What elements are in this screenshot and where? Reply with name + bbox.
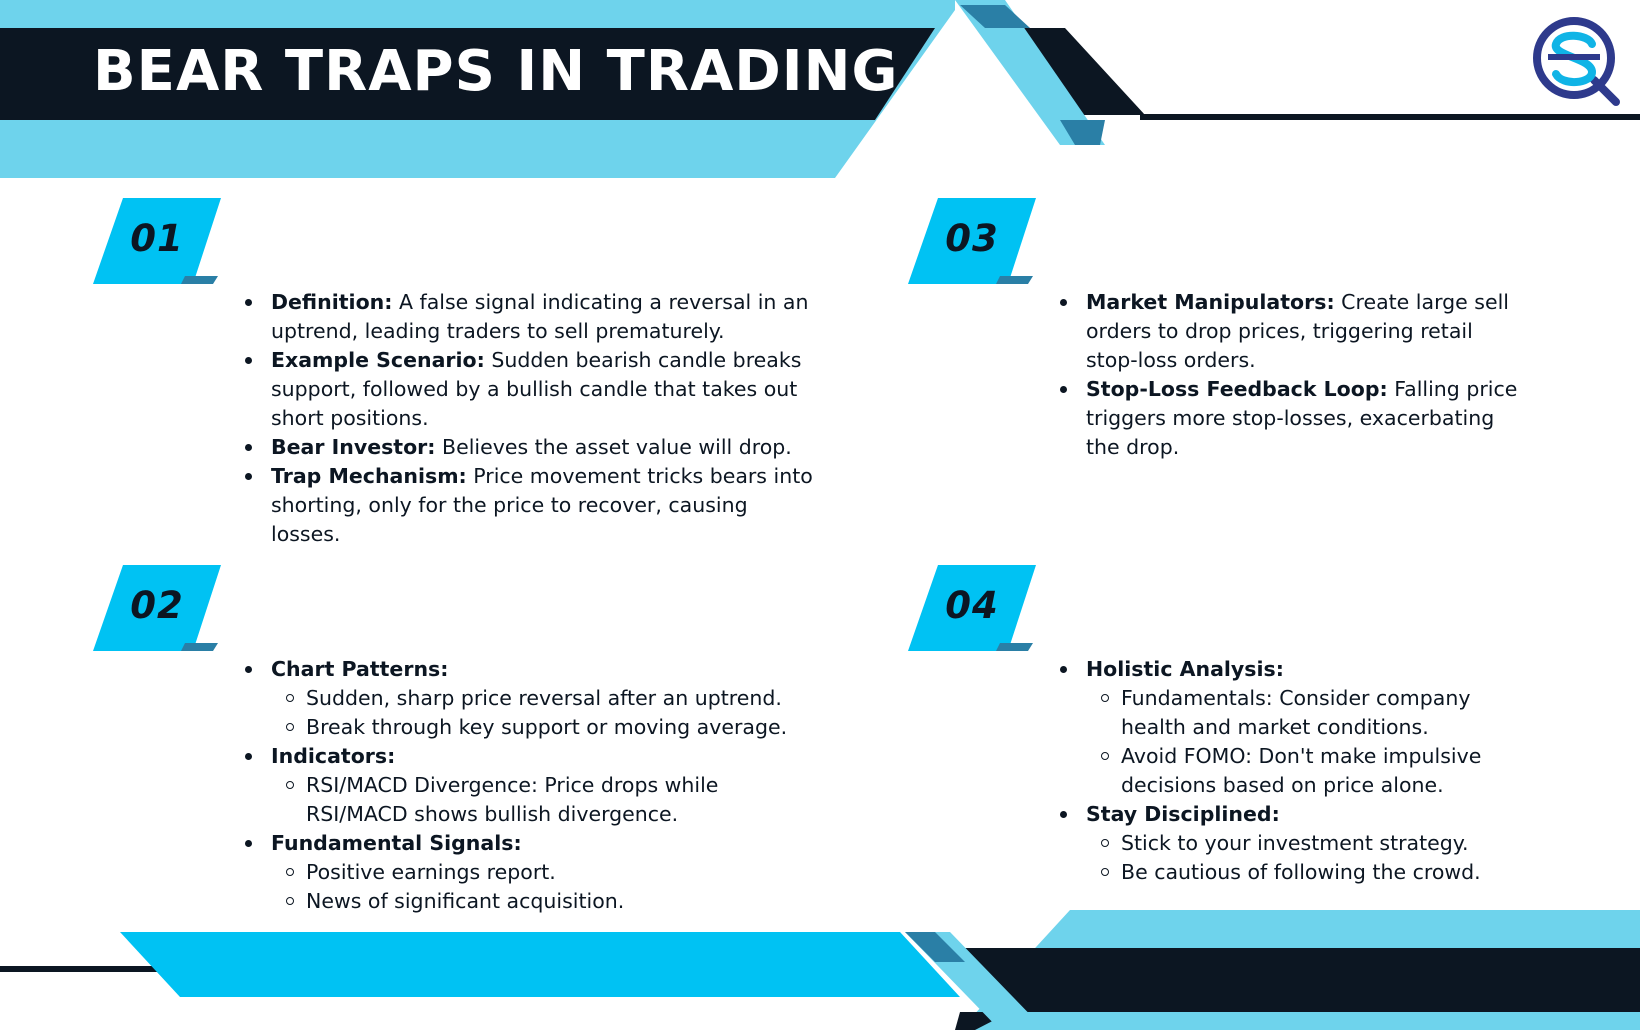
- sub-list: Fundamentals: Consider company health an…: [1086, 684, 1530, 800]
- section-how-to-avoid: 04 How to Avoid a Bear Trap Holistic Ana…: [908, 565, 1628, 885]
- section-why-it-happens: 03 Why Does a Bear Trap Happen? Market M…: [908, 198, 1628, 460]
- item-label: Example Scenario:: [271, 348, 485, 372]
- section-header: 03 Why Does a Bear Trap Happen?: [908, 198, 1548, 286]
- sub-list: Positive earnings report. News of signif…: [271, 858, 815, 916]
- section-title: How to Spot a Bear Trap: [238, 593, 553, 619]
- list-item: Market Manipulators: Create large sell o…: [1060, 288, 1530, 375]
- top-banner-dark-band: [0, 28, 935, 120]
- section-header: 04 How to Avoid a Bear Trap: [908, 565, 1548, 653]
- sub-item: Avoid FOMO: Don't make impulsive decisio…: [1086, 742, 1530, 800]
- section-title: How to Avoid a Bear Trap: [1053, 593, 1381, 619]
- section-number: 04: [945, 584, 999, 627]
- item-label: Definition:: [271, 290, 393, 314]
- section-header: 02 How to Spot a Bear Trap: [93, 565, 733, 653]
- item-label: Stop-Loss Feedback Loop:: [1086, 377, 1388, 401]
- bullet-list: Market Manipulators: Create large sell o…: [1060, 288, 1530, 462]
- bottom-stripe-shadow: [905, 932, 965, 962]
- section-number: 02: [130, 584, 184, 627]
- item-label: Holistic Analysis:: [1086, 657, 1284, 681]
- sub-item: News of significant acquisition.: [271, 887, 815, 916]
- sub-list: RSI/MACD Divergence: Price drops while R…: [271, 771, 815, 829]
- top-right-line: [1140, 114, 1640, 120]
- item-text: Create large sell orders to drop prices,…: [1086, 290, 1509, 372]
- bottom-bright-band: [120, 932, 960, 997]
- sub-item: Stick to your investment strategy.: [1086, 829, 1530, 858]
- sub-item: RSI/MACD Divergence: Price drops while R…: [271, 771, 815, 829]
- item-label: Fundamental Signals:: [271, 831, 522, 855]
- section-title: Why Does a Bear Trap Happen?: [1053, 226, 1459, 252]
- section-header-shape: [908, 565, 1036, 651]
- item-text: A false signal indicating a reversal in …: [271, 290, 809, 343]
- item-label: Stay Disciplined:: [1086, 802, 1280, 826]
- list-item: Stop-Loss Feedback Loop: Falling price t…: [1060, 375, 1530, 462]
- bottom-dark-band: [950, 948, 1640, 1012]
- list-item: Indicators: RSI/MACD Divergence: Price d…: [245, 742, 815, 829]
- item-label: Chart Patterns:: [271, 657, 449, 681]
- list-item: Bear Investor: Believes the asset value …: [245, 433, 815, 462]
- sub-item: Positive earnings report.: [271, 858, 815, 887]
- item-text: Price movement tricks bears into shortin…: [271, 464, 813, 546]
- sub-item: Be cautious of following the crowd.: [1086, 858, 1530, 887]
- list-item: Example Scenario: Sudden bearish candle …: [245, 346, 815, 433]
- list-item: Stay Disciplined: Stick to your investme…: [1060, 800, 1530, 887]
- item-label: Trap Mechanism:: [271, 464, 467, 488]
- sub-item: Fundamentals: Consider company health an…: [1086, 684, 1530, 742]
- top-stripe-shadow: [960, 5, 1030, 28]
- section-title: Concept: [238, 226, 344, 252]
- item-label: Market Manipulators:: [1086, 290, 1335, 314]
- list-item: Fundamental Signals: Positive earnings r…: [245, 829, 815, 916]
- section-number: 03: [945, 217, 999, 260]
- top-stripe-shadow-2: [1060, 120, 1105, 145]
- sq-logo-icon: [1533, 17, 1620, 106]
- sub-item: Break through key support or moving aver…: [271, 713, 815, 742]
- top-blue-stripe: [955, 0, 1105, 145]
- item-text: Falling price triggers more stop-losses,…: [1086, 377, 1518, 459]
- section-number: 01: [130, 217, 184, 260]
- bullet-list: Holistic Analysis: Fundamentals: Conside…: [1060, 655, 1530, 887]
- section-header-shape: [93, 198, 221, 284]
- item-label: Indicators:: [271, 744, 396, 768]
- section-how-to-spot: 02 How to Spot a Bear Trap Chart Pattern…: [93, 565, 813, 914]
- item-label: Bear Investor:: [271, 435, 436, 459]
- list-item: Trap Mechanism: Price movement tricks be…: [245, 462, 815, 549]
- sub-item: Sudden, sharp price reversal after an up…: [271, 684, 815, 713]
- item-text: Sudden bearish candle breaks support, fo…: [271, 348, 802, 430]
- bottom-left-line: [0, 966, 160, 972]
- bullet-list: Chart Patterns: Sudden, sharp price reve…: [245, 655, 815, 916]
- page-title: BEAR TRAPS IN TRADING: [93, 39, 899, 104]
- item-text: Believes the asset value will drop.: [435, 435, 792, 459]
- section-concept: 01 Concept Definition: A false signal in…: [93, 198, 813, 547]
- sub-list: Stick to your investment strategy. Be ca…: [1086, 829, 1530, 887]
- list-item: Chart Patterns: Sudden, sharp price reve…: [245, 655, 815, 742]
- list-item: Definition: A false signal indicating a …: [245, 288, 815, 346]
- section-header-shape: [93, 565, 221, 651]
- list-item: Holistic Analysis: Fundamentals: Conside…: [1060, 655, 1530, 800]
- section-header: 01 Concept: [93, 198, 733, 286]
- section-header-shape: [908, 198, 1036, 284]
- sub-list: Sudden, sharp price reversal after an up…: [271, 684, 815, 742]
- bullet-list: Definition: A false signal indicating a …: [245, 288, 815, 549]
